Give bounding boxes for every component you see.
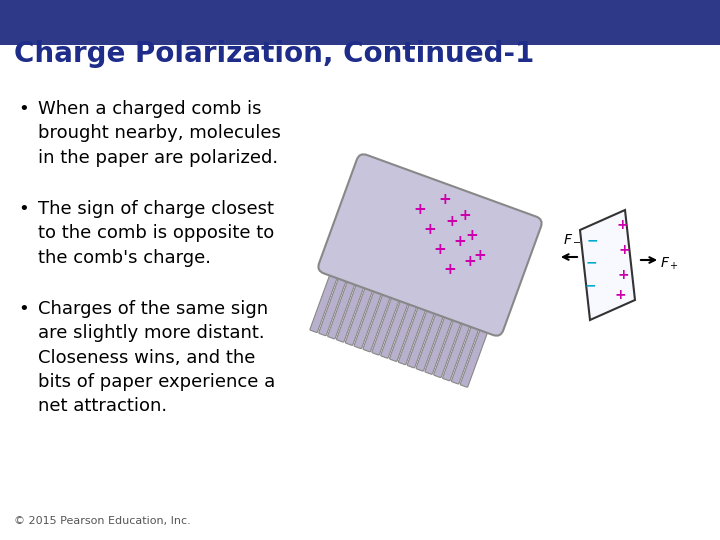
Text: The sign of charge closest
to the comb is opposite to
the comb's charge.: The sign of charge closest to the comb i…: [38, 200, 274, 267]
FancyBboxPatch shape: [336, 263, 372, 342]
FancyBboxPatch shape: [451, 305, 487, 384]
FancyBboxPatch shape: [381, 279, 415, 358]
FancyBboxPatch shape: [354, 269, 390, 348]
FancyBboxPatch shape: [363, 273, 398, 352]
FancyBboxPatch shape: [310, 253, 345, 333]
Text: +: +: [413, 202, 426, 218]
Text: +: +: [433, 242, 446, 258]
Text: +: +: [446, 214, 459, 230]
FancyBboxPatch shape: [319, 256, 354, 336]
Bar: [0, 0, 720, 45]
FancyBboxPatch shape: [398, 285, 433, 364]
Text: +: +: [616, 218, 628, 232]
Text: −: −: [584, 278, 596, 292]
Text: +: +: [444, 262, 456, 278]
Text: © 2015 Pearson Education, Inc.: © 2015 Pearson Education, Inc.: [14, 516, 191, 526]
Text: +: +: [474, 247, 487, 262]
FancyBboxPatch shape: [443, 301, 477, 381]
Text: Charge Polarization, Continued-1: Charge Polarization, Continued-1: [14, 40, 534, 68]
Text: +: +: [464, 254, 477, 269]
FancyBboxPatch shape: [425, 295, 460, 374]
Text: •: •: [18, 200, 29, 218]
FancyBboxPatch shape: [416, 292, 451, 371]
FancyBboxPatch shape: [318, 154, 541, 336]
FancyBboxPatch shape: [433, 298, 469, 377]
Text: +: +: [466, 227, 478, 242]
FancyBboxPatch shape: [390, 282, 425, 361]
Text: When a charged comb is
brought nearby, molecules
in the paper are polarized.: When a charged comb is brought nearby, m…: [38, 100, 281, 167]
FancyBboxPatch shape: [328, 260, 363, 339]
Text: +: +: [423, 222, 436, 238]
Text: +: +: [459, 207, 472, 222]
Text: •: •: [18, 300, 29, 318]
Text: Charges of the same sign
are slightly more distant.
Closeness wins, and the
bits: Charges of the same sign are slightly mo…: [38, 300, 275, 415]
Text: +: +: [618, 243, 630, 257]
Text: +: +: [454, 234, 467, 249]
Text: +: +: [614, 288, 626, 302]
FancyBboxPatch shape: [460, 308, 495, 387]
Text: +: +: [438, 192, 451, 207]
Text: •: •: [18, 100, 29, 118]
FancyBboxPatch shape: [408, 288, 442, 368]
Polygon shape: [580, 210, 635, 320]
Text: −: −: [585, 255, 597, 269]
Text: $F_+$: $F_+$: [660, 256, 679, 272]
Text: $F_-$: $F_-$: [563, 231, 582, 245]
FancyBboxPatch shape: [372, 276, 407, 355]
Text: +: +: [617, 268, 629, 282]
FancyBboxPatch shape: [346, 266, 380, 346]
Text: −: −: [586, 233, 598, 247]
